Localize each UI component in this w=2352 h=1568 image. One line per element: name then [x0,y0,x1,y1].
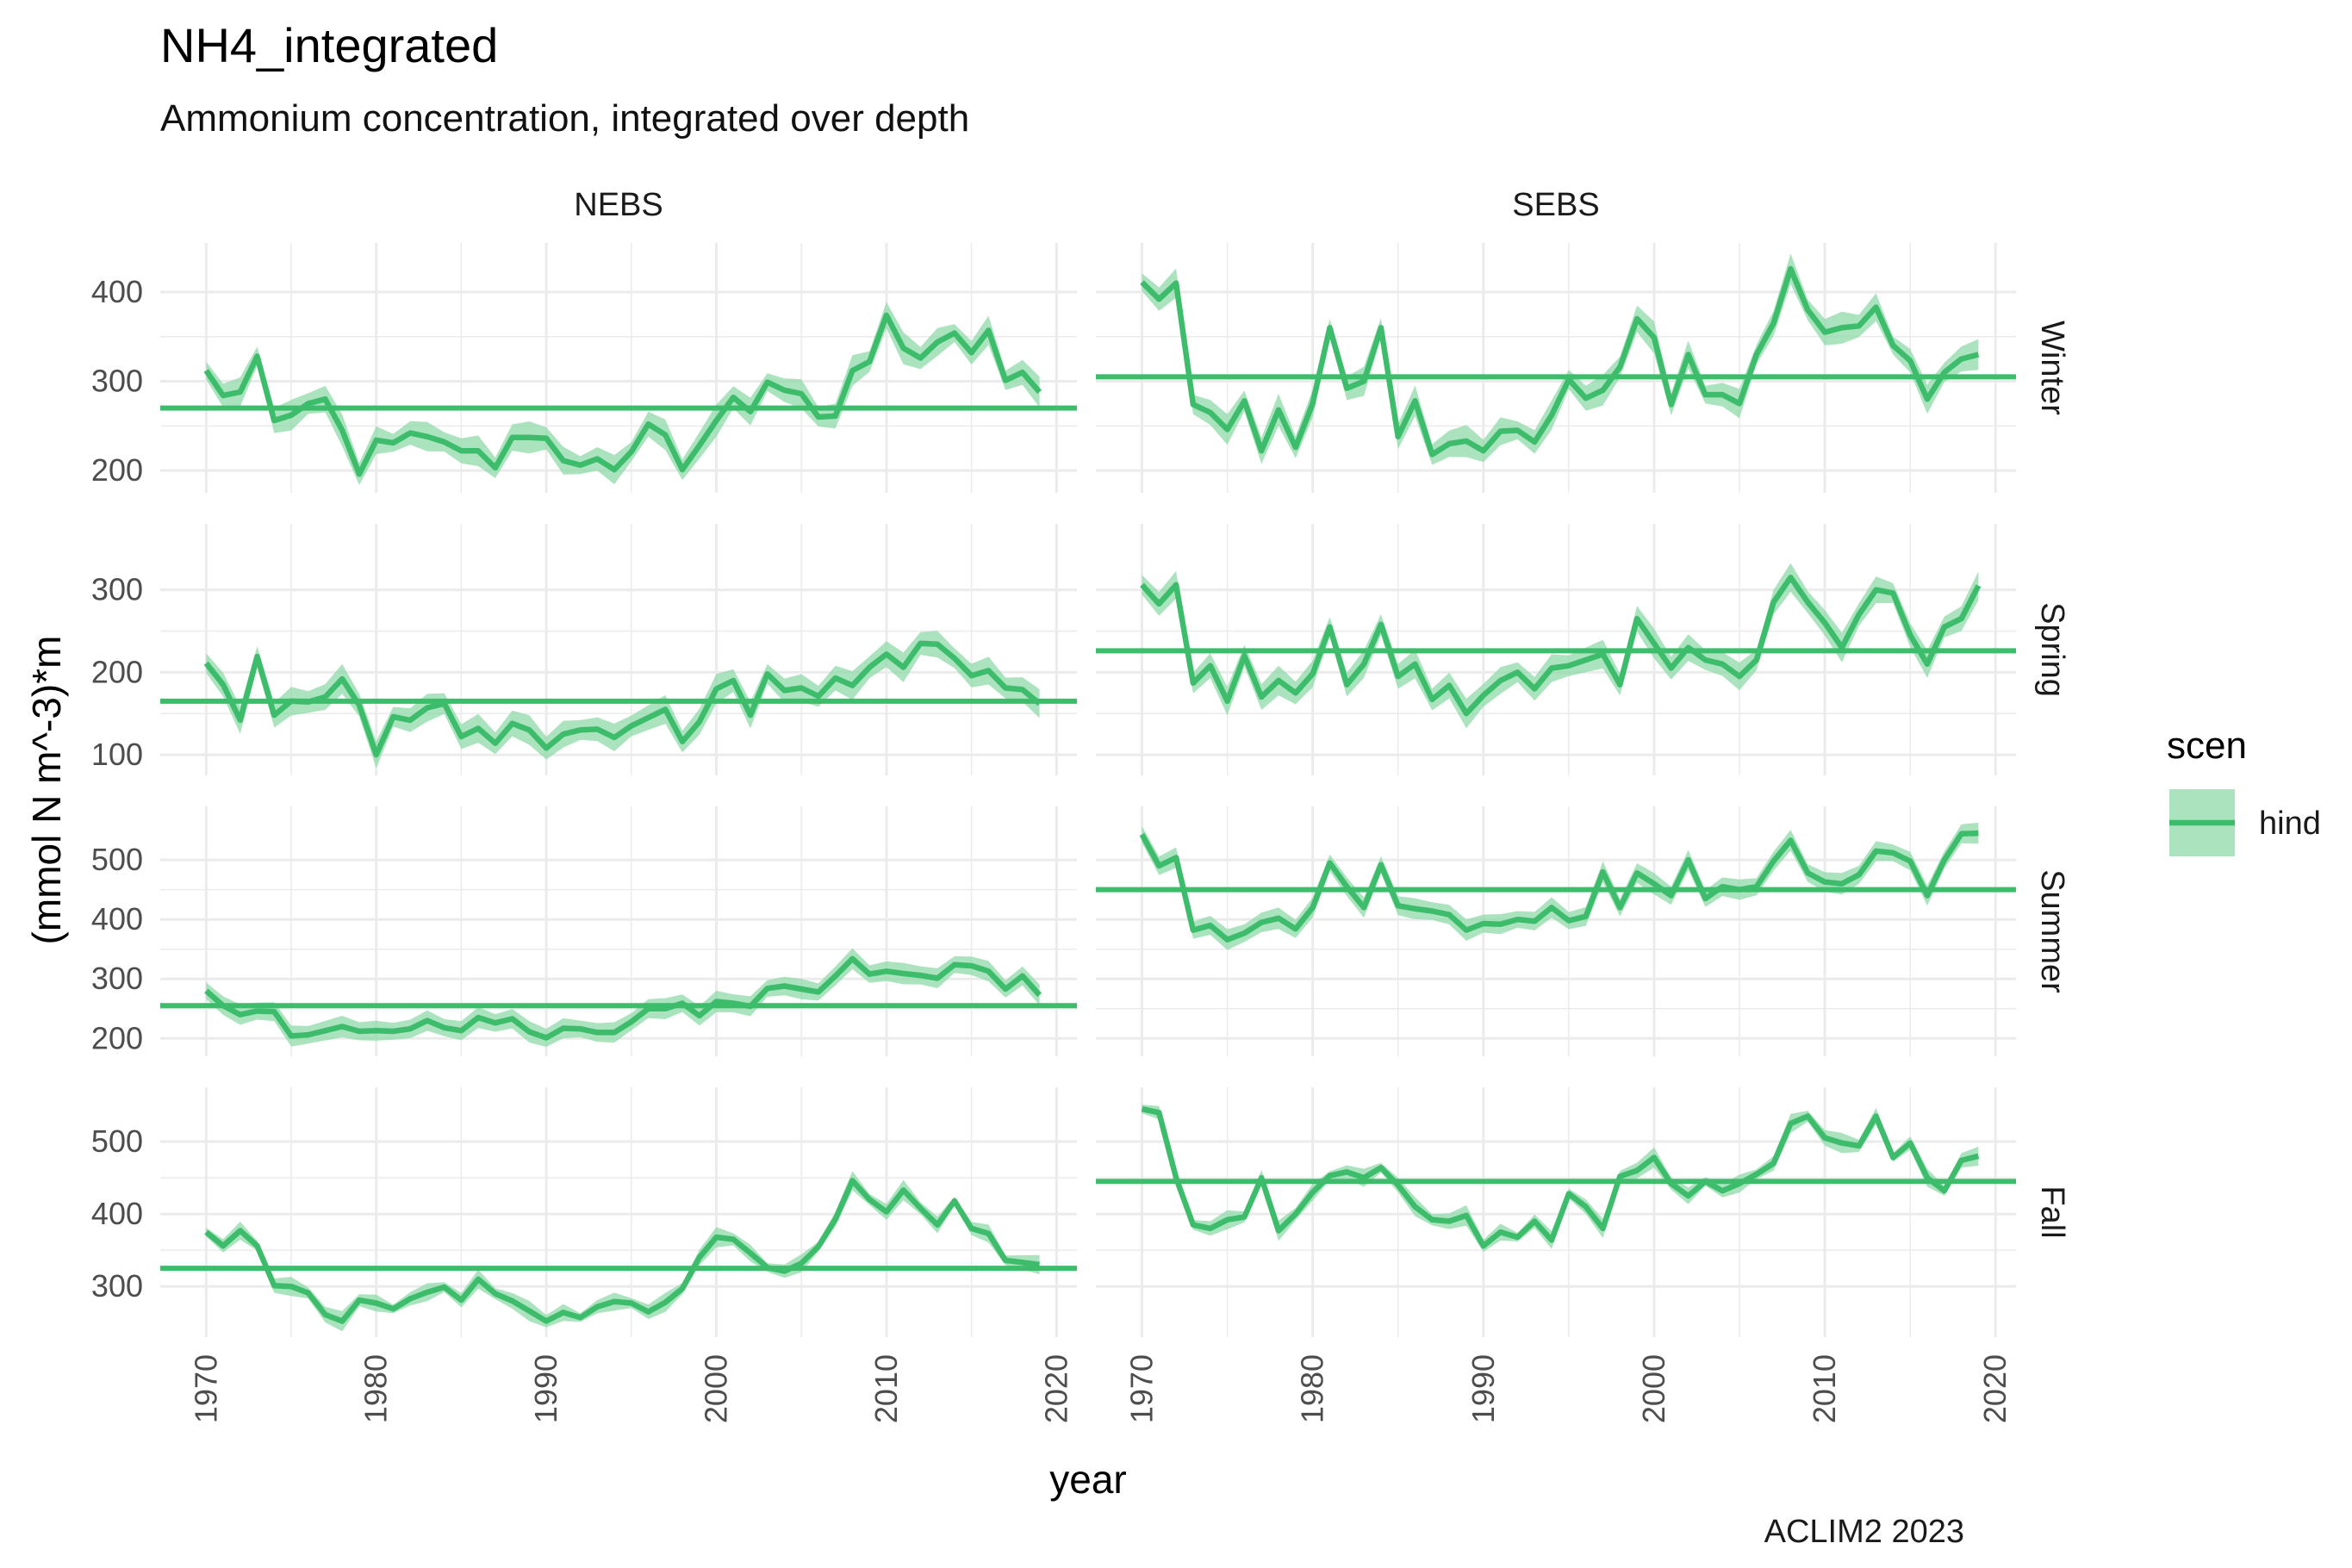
strip-label-winter: Winter [2034,320,2070,415]
y-tick-label: 200 [91,1020,143,1055]
x-tick-label: 2020 [1977,1354,2013,1423]
panel-nebs-winter: 200 300 400 [91,243,1077,493]
panel-sebs-summer [1096,806,2016,1056]
y-tick-label: 400 [91,274,143,309]
x-axis-title: year [1049,1457,1126,1502]
panel-sebs-spring [1096,524,2016,775]
y-tick-label: 300 [91,364,143,399]
x-tick-label: 1980 [1295,1354,1330,1423]
y-tick-label: 500 [91,842,143,877]
y-axis-title: (mmol N m^-3)*m [24,636,69,945]
series-line-hind [1141,1106,1980,1249]
panel-nebs-summer: 200 300 400 500 [91,806,1077,1056]
x-tick-label: 2020 [1038,1354,1073,1423]
series-band-hind [206,1171,1040,1332]
strip-label-fall: Fall [2034,1185,2070,1238]
legend-label-hind: hind [2259,806,2321,842]
series-band-hind [206,631,1040,768]
series-band-hind [1142,563,1979,729]
y-tick-label: 100 [91,737,143,772]
series-line-hind [203,312,1042,477]
strip-label-spring: Spring [2034,602,2070,697]
series-band-hind [206,302,1040,486]
x-tick-label: 2000 [1636,1354,1671,1423]
series-band-hind [206,948,1040,1048]
x-tick-label: 1990 [528,1354,563,1423]
series-line-hind [1140,574,1982,717]
y-tick-label: 400 [91,1196,143,1231]
x-tick-label: 2010 [868,1354,904,1423]
panel-sebs-winter [1096,243,2016,493]
legend-title: scen [2167,725,2247,767]
y-tick-label: 300 [91,1268,143,1304]
y-tick-label: 200 [91,654,143,689]
x-tick-label: 1970 [1123,1354,1159,1423]
panel-sebs-fall: 1970 1980 1990 2000 2010 2020 [1096,1087,2016,1423]
y-tick-label: 200 [91,452,143,488]
panel-nebs-spring: 100 200 300 [91,524,1077,775]
y-tick-label: 300 [91,961,143,996]
chart-subtitle: Ammonium concentration, integrated over … [160,97,969,140]
y-tick-label: 400 [91,901,143,936]
x-tick-label: 1990 [1465,1354,1501,1423]
strip-label-summer: Summer [2034,869,2070,993]
strip-label-nebs: NEBS [574,187,663,223]
chart-title: NH4_integrated [160,18,498,72]
chart-caption: ACLIM2 2023 [1764,1514,1964,1550]
x-tick-label: 2010 [1807,1354,1842,1423]
x-tick-label: 1980 [358,1354,394,1423]
series-line-hind [203,640,1042,758]
series-line-hind [1139,830,1979,943]
facet-panels: NEBS SEBS Winter 200 300 400 Spring 100 200 300 Su… [24,187,2070,1502]
series-line-hind [204,955,1042,1041]
panel-nebs-fall: 300 400 500 1970 1980 1990 2000 2010 2020 [91,1087,1077,1423]
y-tick-label: 300 [91,572,143,607]
legend: scen hind [2167,725,2321,856]
series-line-hind [204,1178,1041,1324]
series-line-hind [1140,265,1980,457]
x-tick-label: 2000 [699,1354,734,1423]
x-tick-label: 1970 [188,1354,223,1423]
strip-label-sebs: SEBS [1512,187,1599,223]
y-tick-label: 500 [91,1123,143,1159]
